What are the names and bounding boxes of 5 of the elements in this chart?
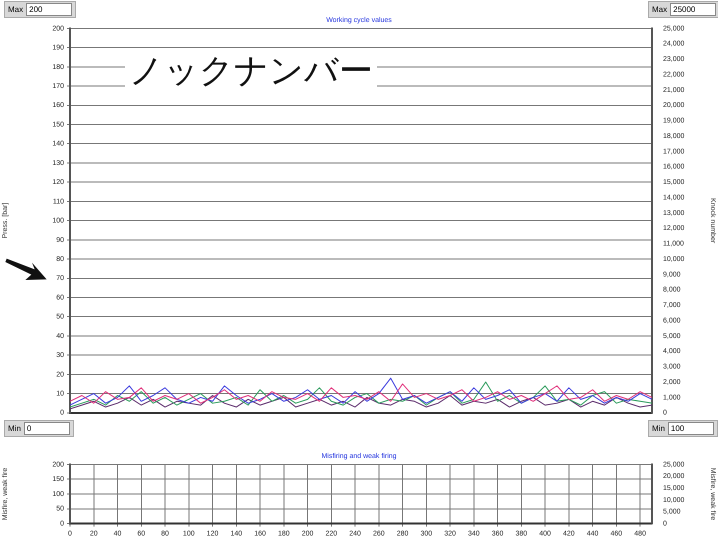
max-field: Max 200 xyxy=(4,1,76,18)
min-field: Min 100 xyxy=(648,420,718,437)
max-field: Max 25000 xyxy=(648,1,718,18)
min-field: Min 0 xyxy=(4,420,74,437)
annotation: ノックナンバー xyxy=(125,48,377,94)
